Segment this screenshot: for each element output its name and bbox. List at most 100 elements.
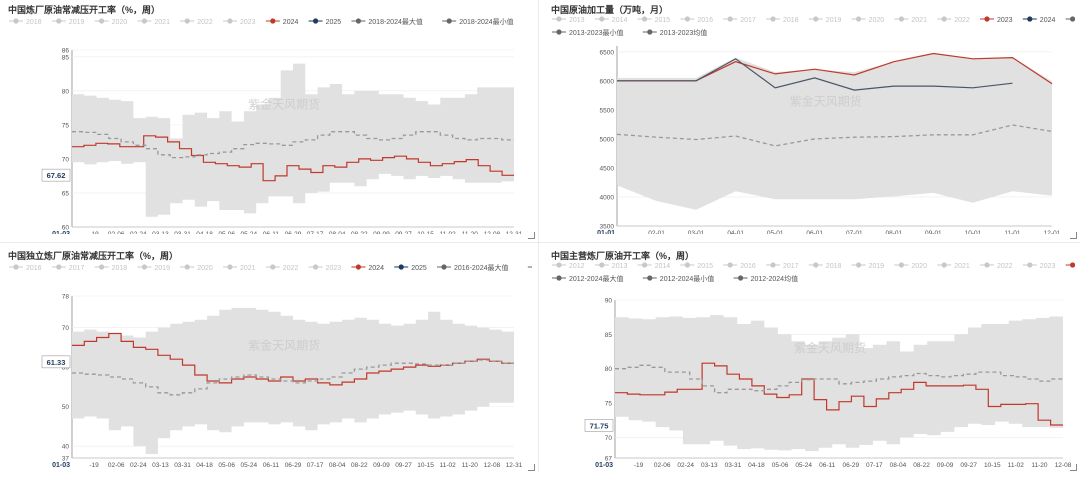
legend-marker-icon: [99, 18, 105, 24]
legend-label: 2019: [154, 265, 170, 272]
legend-marker-icon: [441, 264, 447, 270]
legend-item: 2021: [223, 264, 256, 272]
legend-item: 2018: [808, 262, 842, 270]
x-tick-label: 08-22: [351, 462, 368, 469]
x-tick-label: 11-20: [462, 462, 479, 469]
legend-item: 2016: [723, 262, 756, 270]
legend-item: 2019: [808, 16, 842, 24]
x-tick-label: 08-04: [890, 462, 907, 469]
x-tick-label: 06-11: [263, 462, 280, 469]
chart-crude-throughput[interactable]: 中国原油加工量（万吨，月） 2013 2014 2015 2016 2017 2018 201…: [545, 2, 1080, 237]
legend-item: 2012-2024最大值: [552, 274, 623, 283]
chart-panel-major-refinery: 中国主营炼厂原油开工率（%，周） 2012 2013 2014 2015 2016 2017…: [545, 248, 1080, 480]
legend-label: 2019: [69, 19, 85, 26]
legend-marker-icon: [556, 262, 562, 268]
legend-marker-icon: [556, 29, 562, 35]
x-tick-label: 08-04: [329, 231, 346, 234]
x-tick-label: 05-06: [218, 462, 235, 469]
x-tick-label: 04-01: [727, 230, 744, 234]
x-tick-label: 06-11: [263, 231, 280, 234]
legend-marker-icon: [398, 264, 404, 270]
x-tick-label: 02-24: [130, 462, 147, 469]
legend-item: 2020: [851, 16, 884, 24]
legend-label: 2021: [911, 17, 927, 24]
x-tick-label: 11-02: [440, 231, 457, 234]
legend-marker-icon: [313, 264, 319, 270]
legend-item: 2020: [180, 264, 213, 272]
x-tick-label: 11-20: [462, 231, 479, 234]
x-tick-label: 01-03: [52, 231, 70, 234]
legend-item: 2014: [637, 262, 670, 270]
legend-item: 2018: [766, 16, 799, 24]
legend-item: 2022: [180, 18, 213, 26]
legend-label: 2025: [326, 19, 342, 26]
x-tick-label: -19: [89, 462, 99, 469]
legend-marker-icon: [556, 275, 562, 281]
legend-marker-icon: [1070, 16, 1076, 22]
legend-label: 2018: [826, 263, 842, 270]
legend-label: 2019: [869, 263, 885, 270]
series-line-2013-2023均值: [616, 124, 1053, 147]
legend-marker-icon: [984, 262, 990, 268]
resize-handle-icon[interactable]: [528, 232, 535, 239]
legend-label: 2014: [612, 17, 628, 24]
legend-marker-icon: [813, 16, 819, 22]
legend-item: 2016: [680, 16, 713, 24]
legend-label: 2013: [569, 17, 585, 24]
legend-item: 2018-2024最大值: [351, 17, 423, 26]
y-tick-label: 78: [62, 294, 70, 301]
legend-marker-icon: [770, 262, 776, 268]
x-tick-label: 10-15: [417, 462, 434, 469]
legend-item: 2024: [1022, 16, 1055, 24]
x-tick-label: 11-01: [1004, 230, 1021, 234]
last-value-box: [41, 355, 71, 369]
legend-label: 2019: [826, 17, 842, 24]
chart-major-refinery-rate[interactable]: 中国主营炼厂原油开工率（%，周） 2012 2013 2014 2015 2016 2017…: [545, 248, 1080, 480]
x-tick-label: 07-17: [307, 231, 324, 234]
legend-marker-icon: [684, 262, 690, 268]
legend-item: 2023: [1022, 262, 1055, 270]
legend-label: 2013: [612, 263, 628, 270]
legend-marker-icon: [355, 264, 361, 270]
x-tick-label: 05-24: [240, 462, 257, 469]
legend-label: 2023: [326, 265, 342, 272]
chart-panel-refinery-cdu: 中国炼厂原油常减压开工率（%，周） 2018 2019 2020 2021 2022 202…: [2, 2, 597, 238]
legend-item: 2016-2024最小值: [527, 263, 599, 272]
chart-title: 中国原油加工量（万吨，月）: [551, 4, 668, 15]
chart-panel-independent-refinery: 中国独立炼厂原油常减压开工率（%，周） 2016 2017 2018 2019 2020 2…: [2, 248, 683, 480]
series-line-2012-2024均值: [615, 364, 1063, 394]
y-tick-label: 85: [605, 332, 613, 339]
legend-item: 2024: [351, 264, 384, 272]
legend-item: 2020: [894, 262, 927, 270]
resize-handle-icon[interactable]: [1070, 464, 1077, 471]
x-tick-label: 07-17: [866, 462, 883, 469]
legend-label: 2023: [997, 17, 1013, 24]
last-value-label: 71.75: [590, 421, 609, 430]
x-tick-label: 02-24: [130, 231, 147, 234]
legend-item: 2013-2023最小值: [552, 28, 623, 37]
resize-handle-icon[interactable]: [528, 464, 535, 471]
legend-item: 2016: [9, 264, 42, 272]
legend-label: 2017: [740, 17, 756, 24]
x-tick-label: 06-29: [285, 231, 302, 234]
legend-marker-icon: [941, 16, 947, 22]
resize-handle-icon[interactable]: [1070, 232, 1077, 239]
legend-item: 2020: [94, 18, 127, 26]
legend-marker-icon: [898, 262, 904, 268]
series-line-2018-2024均值: [72, 131, 514, 159]
legend-marker-icon: [727, 16, 733, 22]
x-tick-label: 03-31: [174, 231, 191, 234]
legend-label: 2012: [569, 263, 585, 270]
legend-item: 2013: [552, 16, 585, 24]
chart-title: 中国主营炼厂原油开工率（%，周）: [551, 250, 694, 261]
x-tick-label: 05-06: [772, 462, 789, 469]
last-value-label: 67.62: [47, 171, 66, 180]
chart-independent-refinery-rate[interactable]: 中国独立炼厂原油常减压开工率（%，周） 2016 2017 2018 2019 2020 2…: [2, 248, 683, 480]
y-tick-label: 75: [605, 401, 613, 408]
legend-label: 2021: [954, 263, 970, 270]
chart-refinery-cdu-rate[interactable]: 中国炼厂原油常减压开工率（%，周） 2018 2019 2020 2021 2022 202…: [2, 2, 597, 238]
legend-item: 2021: [894, 16, 927, 24]
legend-marker-icon: [56, 18, 62, 24]
legend-item: 2024: [1065, 262, 1080, 268]
x-tick-label: 04-18: [748, 462, 765, 469]
